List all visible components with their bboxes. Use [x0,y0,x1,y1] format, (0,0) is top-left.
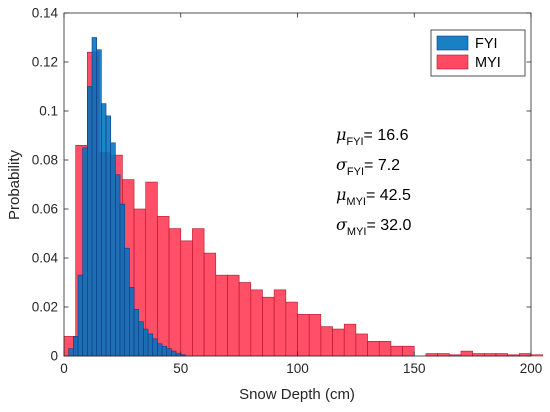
myi-bar [227,274,240,357]
legend: FYI MYI [430,29,526,77]
y-tick-label: 0.08 [32,153,58,168]
y-tick-label: 0.12 [32,55,58,70]
fyi-bar [110,142,116,357]
myi-bar [215,274,228,357]
fyi-bar [105,115,111,357]
x-tick-label: 100 [286,361,309,376]
fyi-bar [119,203,126,357]
x-axis-label: Snow Depth (cm) [239,386,355,403]
y-tick-label: 0.14 [32,6,59,21]
myi-bar [192,228,205,357]
myi-bar [402,345,415,357]
y-axis-ticks: 0 0.02 0.04 0.06 0.08 0.1 0.12 0.14 [32,6,531,364]
x-tick-label: 150 [403,361,426,376]
fyi-bar [77,274,83,357]
fyi-bars [68,37,186,357]
x-tick-label: 0 [60,361,68,376]
myi-bar [320,326,333,357]
myi-bar [378,340,392,357]
fyi-bar [157,343,163,357]
myi-bar [273,289,287,357]
y-tick-label: 0.02 [32,300,58,315]
statistics-annotations: μFYI= 16.6 σFYI= 7.2 μMYI= 42.5 σMYI= 32.0 [336,125,412,238]
fyi-bar [147,333,154,357]
fyi-bar [143,328,149,357]
myi-bar [297,314,310,357]
fyi-bar [73,336,79,357]
myi-bar [355,333,368,357]
stat-annotation: μMYI= 42.5 [336,185,411,208]
legend-label-fyi: FYI [475,36,498,52]
myi-bar [367,340,380,357]
myi-bar [157,216,170,357]
legend-swatch-fyi [436,35,469,51]
y-tick-label: 0 [50,349,58,364]
y-tick-label: 0.04 [32,251,59,266]
myi-bar [285,301,298,357]
myi-bar [332,328,345,357]
fyi-bar [152,338,158,357]
legend-swatch-myi [436,54,469,70]
fyi-bar [171,350,177,357]
fyi-bar [101,103,107,357]
myi-bar [390,345,403,357]
fyi-bar [96,49,102,357]
myi-bar [203,252,217,357]
fyi-bar [82,147,88,357]
x-tick-label: 50 [173,361,188,376]
stat-annotation: σMYI= 32.0 [336,215,412,238]
fyi-bar [124,247,130,357]
fyi-bar [161,345,168,357]
y-tick-label: 0.06 [32,202,58,217]
x-axis-ticks: 0 50 100 150 200 [60,13,542,376]
myi-bar [262,296,275,357]
myi-bar [180,240,193,357]
fyi-bar [166,348,172,357]
myi-bar [460,350,473,357]
x-tick-label: 200 [520,361,543,376]
myi-bar [238,282,252,357]
stat-annotation: σFYI= 7.2 [336,155,400,178]
myi-bar [308,314,322,357]
y-tick-label: 0.1 [39,104,58,119]
fyi-bar [138,321,144,357]
fyi-bar [129,287,135,357]
fyi-bar [115,174,121,357]
legend-label-myi: MYI [475,55,501,71]
y-axis-label: Probability [6,149,23,220]
stat-annotation: μFYI= 16.6 [336,125,409,148]
fyi-bar [91,37,97,357]
myi-bar [250,289,263,357]
myi-bar [530,354,543,357]
fyi-bar [87,86,93,357]
myi-bar [168,228,182,357]
fyi-bar [133,309,140,357]
fyi-bar [68,348,74,357]
myi-bar [343,323,357,357]
